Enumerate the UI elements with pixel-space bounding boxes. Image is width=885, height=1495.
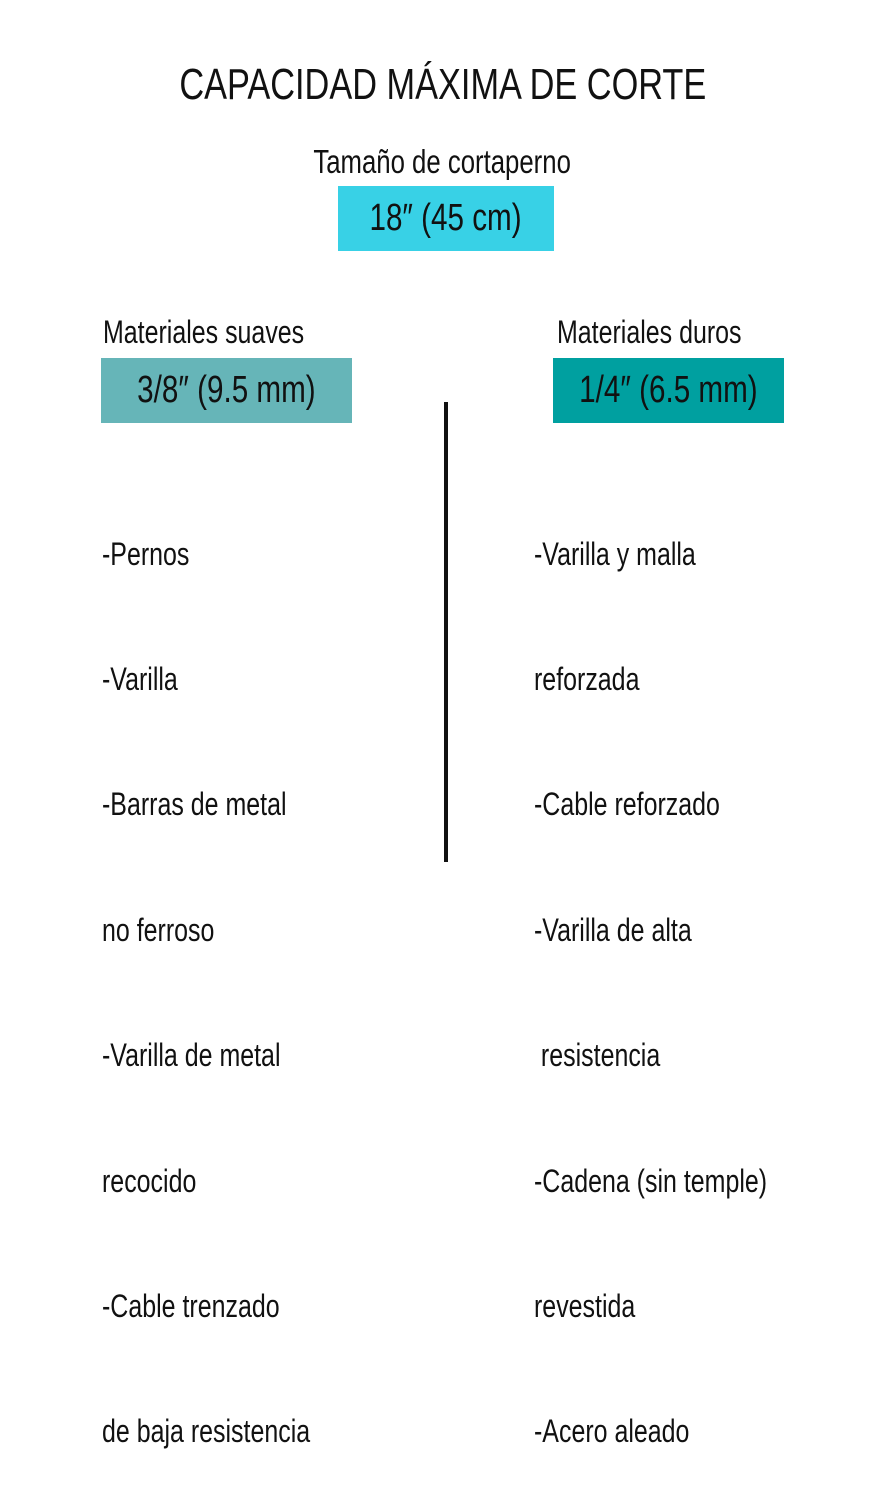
column-divider [444, 402, 448, 862]
list-item: -Cable reforzado [534, 786, 720, 823]
list-item: reforzada [534, 660, 640, 697]
list-item: no ferroso [102, 911, 215, 948]
soft-materials-heading: Materiales suaves [103, 314, 305, 350]
list-item: -Varilla de alta [534, 911, 692, 948]
list-item: -Varilla de metal [102, 1037, 281, 1074]
list-item: de baja resistencia [102, 1413, 311, 1450]
list-item: recocido [102, 1162, 197, 1199]
list-item: -Pernos [102, 535, 190, 572]
hard-capacity-box: 1/4″ (6.5 mm) [553, 358, 784, 423]
list-item: -Acero aleado [534, 1413, 690, 1450]
size-label: Tamaño de cortaperno [313, 143, 572, 180]
list-item: -Varilla [102, 660, 178, 697]
hard-materials-heading: Materiales duros [557, 314, 742, 350]
list-item: -Cadena (sin temple) [534, 1162, 768, 1199]
list-item: -Cable trenzado [102, 1287, 280, 1324]
list-item: -Barras de metal [102, 786, 287, 823]
soft-capacity-box: 3/8″ (9.5 mm) [101, 358, 352, 423]
list-item: resistencia [534, 1037, 661, 1074]
soft-materials-list: -Pernos -Varilla -Barras de metal no fer… [102, 450, 369, 1495]
list-item: -Varilla y malla [534, 535, 696, 572]
list-item: revestida [534, 1287, 636, 1324]
hard-materials-list: -Varilla y malla reforzada -Cable reforz… [534, 450, 833, 1495]
size-value-box: 18″ (45 cm) [338, 186, 554, 251]
page-title: CAPACIDAD MÁXIMA DE CORTE [179, 60, 706, 109]
